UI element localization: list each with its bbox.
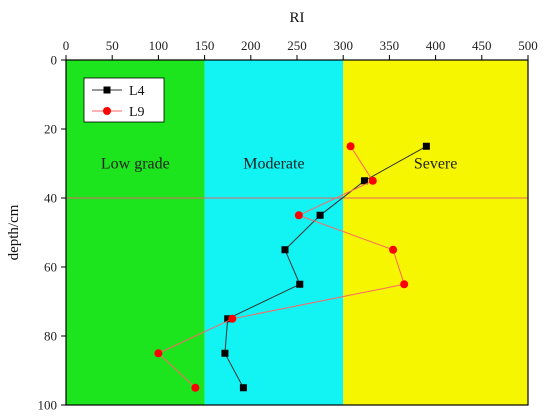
point-L4-1 <box>360 177 368 185</box>
zone-label-3: Severe <box>414 156 458 173</box>
point-L9-5 <box>228 314 237 323</box>
point-L4-5 <box>224 315 232 323</box>
x-tick-label-0: 0 <box>63 38 70 53</box>
zone-label-2: Moderate <box>243 156 304 173</box>
x-tick-label-4: 200 <box>241 38 261 53</box>
point-L4-0 <box>422 142 430 150</box>
legend-label-L9: L9 <box>129 105 145 120</box>
y-tick-label-2: 40 <box>44 191 57 206</box>
series-L9 <box>154 142 409 392</box>
legend-marker-L4 <box>103 86 111 94</box>
point-L4-4 <box>296 280 304 288</box>
y-tick-label-5: 100 <box>38 398 58 413</box>
point-L4-2 <box>316 211 324 219</box>
point-L9-0 <box>346 142 355 151</box>
series-line-L4 <box>224 145 427 389</box>
y-tick-label-3: 60 <box>44 260 57 275</box>
y-tick-label-4: 80 <box>44 329 57 344</box>
series-line-L9 <box>157 146 405 389</box>
legend-label-L4: L4 <box>129 84 145 99</box>
x-tick-label-8: 400 <box>426 38 446 53</box>
zone-label-1: Low grade <box>101 156 170 173</box>
point-L4-6 <box>221 349 229 357</box>
zone-2 <box>204 60 344 405</box>
y-tick-label-1: 20 <box>44 122 57 137</box>
zone-3 <box>343 60 528 405</box>
axis-ticks: 0 50 100 150 200 250 300 350 400 450 500 0 20 40 60 80 1… <box>38 38 538 413</box>
legend-marker-L9 <box>103 107 111 115</box>
point-L9-2 <box>294 211 303 220</box>
series-L4 <box>221 142 430 392</box>
point-L4-3 <box>281 246 289 254</box>
legend-box <box>83 77 165 123</box>
x-tick-label-7: 350 <box>380 38 400 53</box>
point-L9-7 <box>191 383 200 392</box>
point-L9-3 <box>389 245 398 254</box>
x-tick-label-5: 250 <box>287 38 307 53</box>
x-axis-title: RI <box>290 10 305 26</box>
x-tick-label-1: 50 <box>106 38 119 53</box>
point-L9-1 <box>368 176 377 185</box>
series-layer <box>154 142 430 392</box>
y-axis-title: depth/cm <box>6 204 22 260</box>
point-L4-7 <box>239 384 247 392</box>
x-tick-label-2: 100 <box>149 38 169 53</box>
x-tick-label-10: 500 <box>518 38 538 53</box>
zone-labels: Low grade Moderate Severe <box>101 156 457 173</box>
point-L9-4 <box>400 280 409 289</box>
y-tick-label-0: 0 <box>51 53 58 68</box>
x-tick-label-3: 150 <box>195 38 215 53</box>
x-tick-label-6: 300 <box>333 38 353 53</box>
x-tick-label-9: 450 <box>472 38 492 53</box>
point-L9-6 <box>154 349 163 358</box>
